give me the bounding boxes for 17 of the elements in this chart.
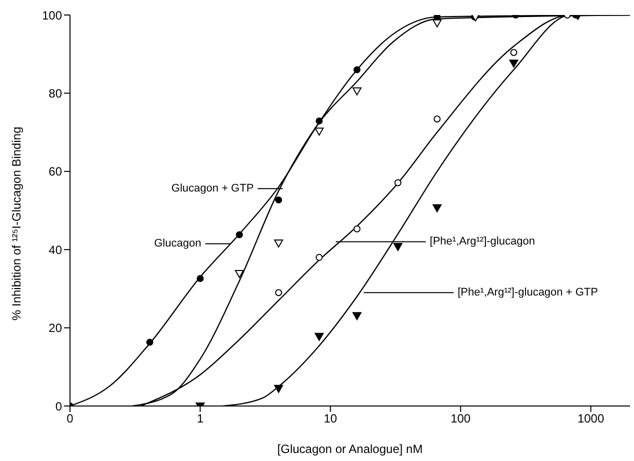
y-tick-label: 40 <box>48 242 62 257</box>
x-tick-label: 10 <box>324 412 338 426</box>
x-tick-label: 1 <box>196 412 204 426</box>
y-tick-label: 20 <box>48 321 62 336</box>
y-tick-label: 0 <box>55 399 62 414</box>
annotation: [Phe¹,Arg¹²]-glucagon <box>430 236 535 248</box>
annotation: Glucagon <box>154 238 202 250</box>
x-tick-label: 1000 <box>577 412 604 426</box>
y-tick-label: 80 <box>48 86 62 100</box>
x-axis-title: [Glucagon or Analogue] nM <box>277 442 423 456</box>
annotation: [Phe¹,Arg¹²]-glucagon + GTP <box>458 286 598 299</box>
annotation: Glucagon + GTP <box>171 182 254 195</box>
y-axis-title: % Inhibition of ¹²⁵I-Glucagon Binding <box>9 126 24 320</box>
x-tick-label: 100 <box>450 412 471 426</box>
y-tick-label: 60 <box>48 164 62 179</box>
y-tick-label: 100 <box>42 8 62 22</box>
x-tick-label: 0 <box>66 412 74 426</box>
